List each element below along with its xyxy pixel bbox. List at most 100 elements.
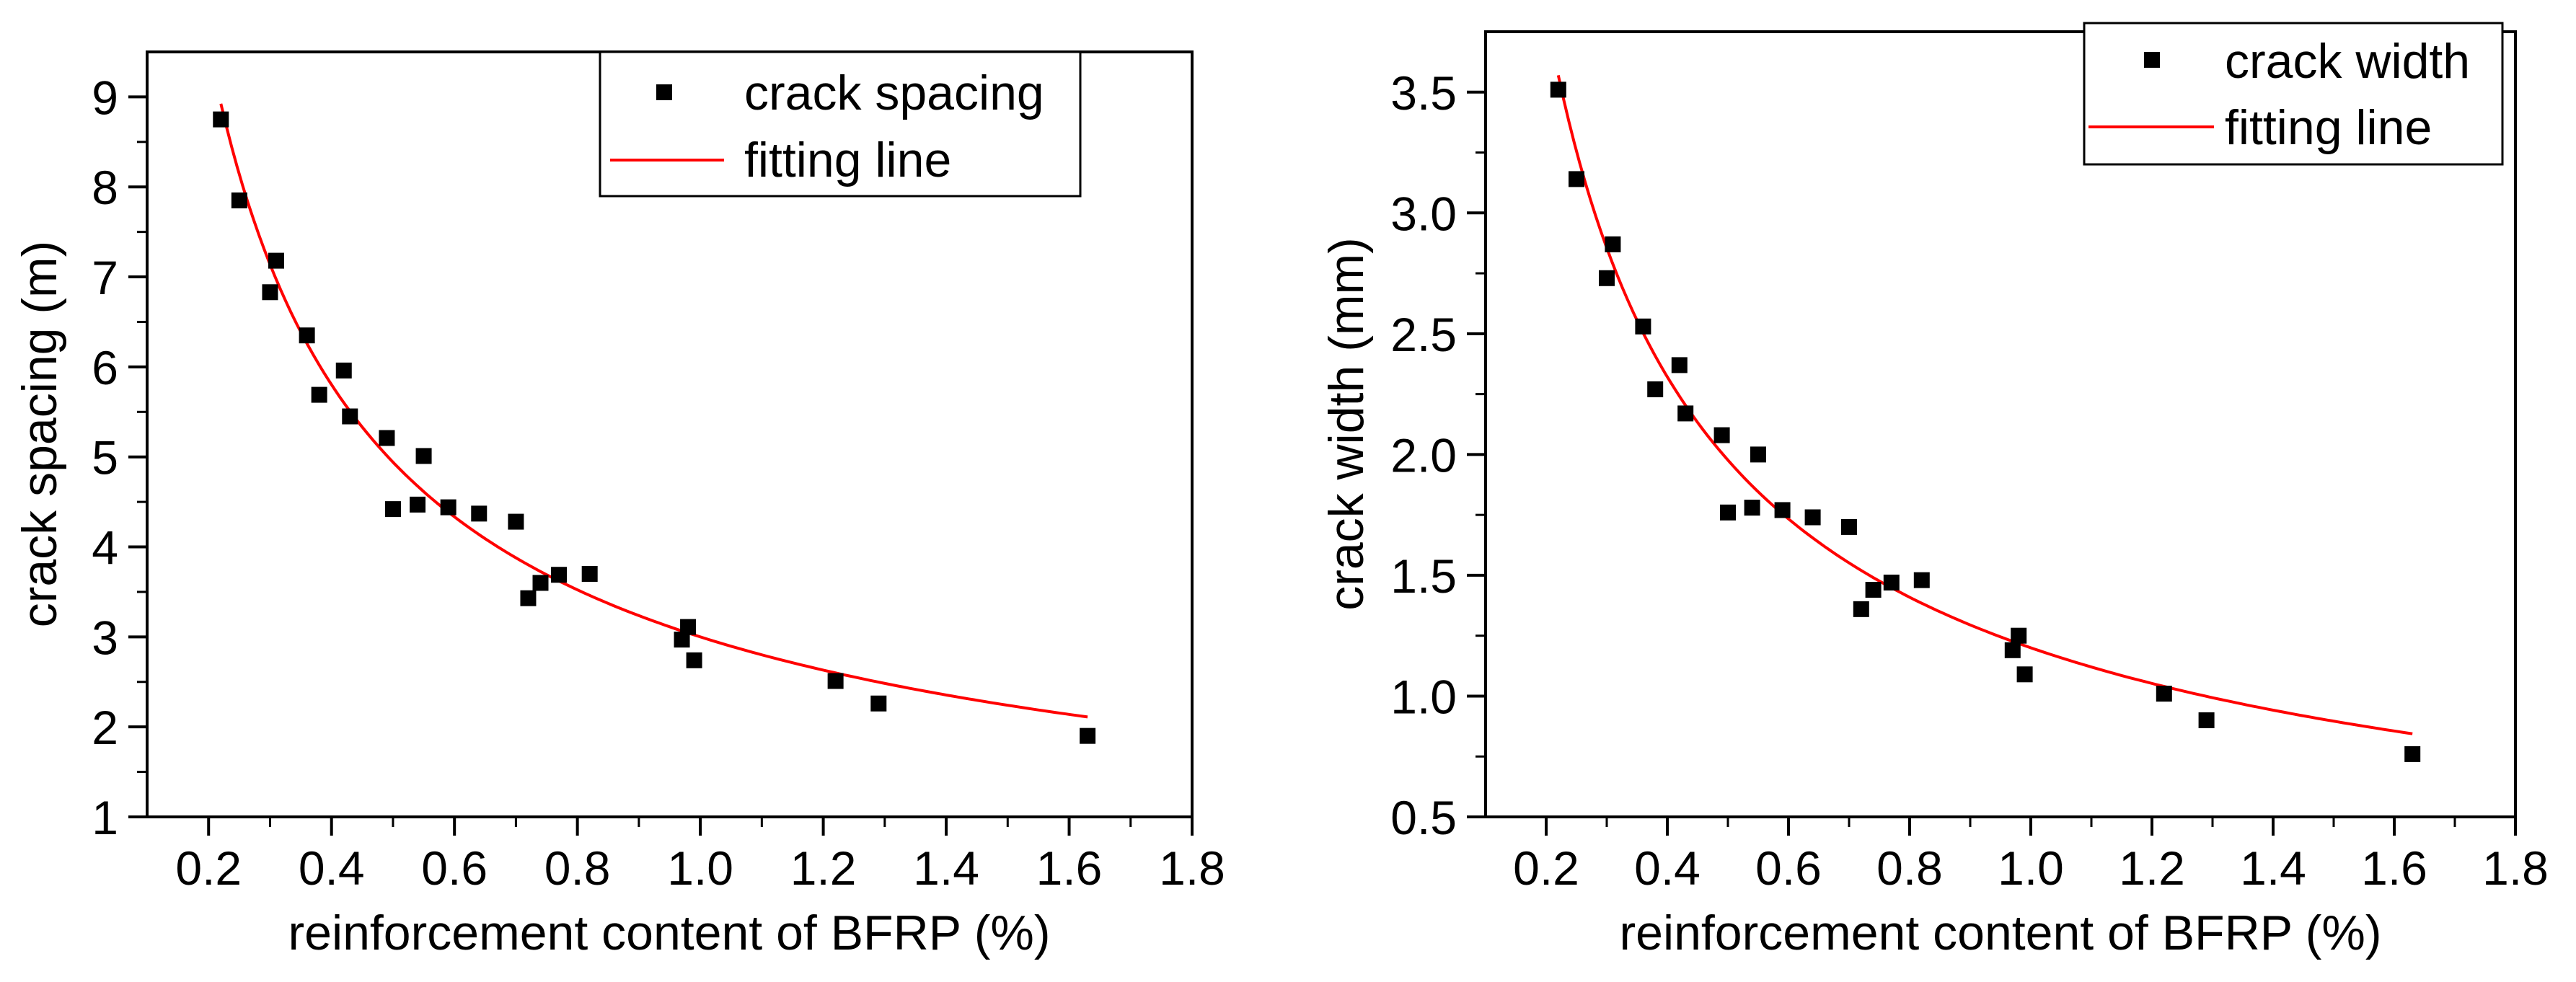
data-point [2011, 627, 2027, 644]
y-tick-label: 1 [92, 791, 118, 844]
data-point [520, 590, 537, 606]
y-axis-ticks: 0.5 1.0 1.5 2.0 2.5 3.0 3.5 [1390, 66, 1486, 844]
data-point [532, 575, 549, 591]
legend-box [599, 50, 1082, 198]
data-point [1774, 502, 1791, 518]
data-point [268, 252, 284, 269]
y-tick-label: 6 [92, 341, 118, 394]
x-tick-label: 1.2 [790, 841, 857, 895]
chart-crack-width: 0.5 1.0 1.5 2.0 2.5 3.0 3.5 0.2 0.4 0.6 0.8 1.0 1.2… [1319, 22, 2549, 960]
data-point [827, 673, 844, 689]
y-axis-label: crack width (mm) [1319, 237, 1374, 611]
fitting-line [1556, 74, 2413, 735]
x-axis-ticks: 0.2 0.4 0.6 0.8 1.0 1.2 1.4 1.6 1.8 [175, 817, 1225, 895]
y-tick-label: 0.5 [1390, 791, 1457, 844]
y-tick-label: 9 [92, 71, 118, 124]
x-tick-label: 1.2 [2119, 841, 2185, 895]
y-tick-label: 1.0 [1390, 670, 1457, 723]
legend-scatter-marker [2144, 52, 2160, 68]
data-point [1080, 727, 1096, 744]
x-axis-label: reinforcement content of BFRP (%) [1620, 906, 2382, 960]
data-point [1569, 171, 1584, 187]
data-point [1605, 236, 1621, 252]
x-tick-label: 1.4 [913, 841, 979, 895]
data-point [231, 192, 247, 208]
legend-scatter-marker [656, 84, 672, 100]
data-point [2198, 712, 2215, 728]
data-points [1550, 81, 2421, 762]
x-tick-label: 0.4 [1634, 841, 1701, 895]
x-tick-label: 1.6 [2361, 841, 2427, 895]
data-point [2004, 642, 2021, 658]
y-tick-label: 2.5 [1390, 308, 1457, 361]
data-point [262, 284, 278, 301]
x-tick-label: 0.6 [421, 841, 488, 895]
x-axis-label: reinforcement content of BFRP (%) [288, 906, 1051, 960]
x-tick-label: 0.2 [1513, 841, 1579, 895]
y-tick-label: 3.0 [1390, 187, 1457, 240]
data-point [1744, 500, 1760, 516]
data-point [1720, 504, 1736, 521]
data-point [1677, 405, 1694, 422]
data-point [581, 565, 598, 582]
data-point [870, 695, 887, 712]
data-point [1635, 318, 1651, 335]
data-point [471, 505, 488, 522]
legend-scatter-label: crack width [2225, 34, 2470, 89]
data-point [1671, 357, 1688, 373]
data-point [680, 619, 697, 635]
data-point [2156, 686, 2172, 702]
x-tick-label: 0.8 [1876, 841, 1943, 895]
data-point [551, 567, 568, 583]
data-point [1841, 518, 1857, 535]
data-point [384, 501, 401, 518]
x-tick-label: 0.8 [544, 841, 611, 895]
data-point [1865, 582, 1882, 598]
y-tick-label: 7 [92, 251, 118, 304]
data-point [2404, 746, 2421, 762]
data-point [410, 496, 426, 513]
data-point [2016, 666, 2033, 683]
y-tick-label: 4 [92, 521, 118, 575]
y-tick-label: 1.5 [1390, 549, 1457, 603]
legend: crack spacing fitting line [599, 50, 1082, 198]
data-point [1550, 81, 1566, 98]
y-tick-label: 3.5 [1390, 66, 1457, 120]
data-point [508, 513, 524, 530]
legend-line-label: fitting line [2225, 100, 2432, 155]
y-tick-label: 2 [92, 701, 118, 754]
fitting-line [219, 103, 1088, 719]
data-point [1853, 601, 1869, 617]
y-tick-label: 5 [92, 431, 118, 485]
data-point [213, 111, 229, 128]
x-tick-label: 1.6 [1036, 841, 1103, 895]
data-point [674, 632, 690, 648]
data-point [415, 448, 432, 464]
data-point [440, 499, 456, 516]
data-point [686, 652, 702, 668]
data-point [1599, 270, 1615, 286]
data-point [311, 386, 327, 403]
data-point [1883, 574, 1900, 590]
x-axis-ticks: 0.2 0.4 0.6 0.8 1.0 1.2 1.4 1.6 1.8 [1513, 817, 2549, 895]
y-tick-label: 3 [92, 611, 118, 664]
data-point [1647, 381, 1664, 397]
data-point [1913, 572, 1930, 588]
x-tick-label: 1.0 [667, 841, 733, 895]
x-tick-label: 1.8 [2482, 841, 2549, 895]
data-point [342, 408, 358, 425]
legend-line-label: fitting line [744, 133, 951, 187]
x-tick-label: 1.4 [2240, 841, 2306, 895]
x-tick-label: 0.4 [299, 841, 365, 895]
x-tick-label: 0.6 [1755, 841, 1822, 895]
legend-box [2083, 22, 2504, 166]
y-axis-label: crack spacing (m) [12, 241, 67, 628]
legend: crack width fitting line [2083, 22, 2504, 166]
x-tick-label: 1.8 [1159, 841, 1225, 895]
y-axis-ticks: 1 2 3 4 5 6 7 8 9 [92, 71, 147, 844]
y-tick-label: 2.0 [1390, 428, 1457, 482]
chart-crack-spacing: 1 2 3 4 5 6 7 8 9 0.2 0.4 0.6 0.8 1.0 1.2 1.4 1.6 1.8 re… [12, 50, 1225, 960]
data-point [299, 327, 315, 344]
data-point [379, 430, 395, 446]
